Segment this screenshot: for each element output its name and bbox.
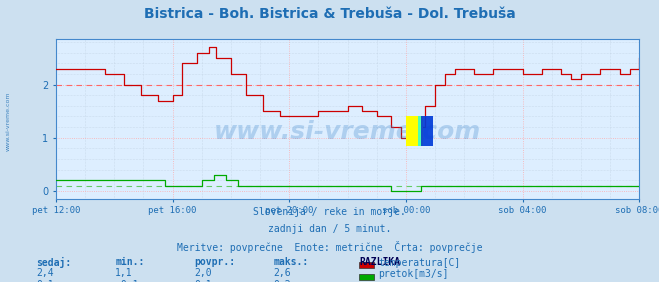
Text: sedaj:: sedaj: [36, 257, 71, 268]
Text: Bistrica - Boh. Bistrica & Trebuša - Dol. Trebuša: Bistrica - Boh. Bistrica & Trebuša - Dol… [144, 7, 515, 21]
Text: Meritve: povprečne  Enote: metrične  Črta: povprečje: Meritve: povprečne Enote: metrične Črta:… [177, 241, 482, 253]
Bar [420, 116, 433, 146]
Text: -0,1: -0,1 [115, 280, 139, 282]
Text: www.si-vreme.com: www.si-vreme.com [5, 92, 11, 151]
Text: 2,4: 2,4 [36, 268, 54, 278]
Text: 0,2: 0,2 [273, 280, 291, 282]
Text: 2,0: 2,0 [194, 268, 212, 278]
Text: zadnji dan / 5 minut.: zadnji dan / 5 minut. [268, 224, 391, 234]
Text: povpr.:: povpr.: [194, 257, 235, 266]
Bar [406, 116, 423, 146]
Text: maks.:: maks.: [273, 257, 308, 266]
Text: RAZLIKA: RAZLIKA [359, 257, 400, 266]
Text: 2,6: 2,6 [273, 268, 291, 278]
Text: 0,1: 0,1 [194, 280, 212, 282]
Text: Slovenija / reke in morje.: Slovenija / reke in morje. [253, 207, 406, 217]
Text: temperatura[C]: temperatura[C] [378, 258, 461, 268]
Text: min.:: min.: [115, 257, 145, 266]
Text: 1,1: 1,1 [115, 268, 133, 278]
Text: pretok[m3/s]: pretok[m3/s] [378, 270, 449, 279]
Text: 0,1: 0,1 [36, 280, 54, 282]
Bar [418, 116, 433, 146]
Text: www.si-vreme.com: www.si-vreme.com [214, 120, 481, 144]
